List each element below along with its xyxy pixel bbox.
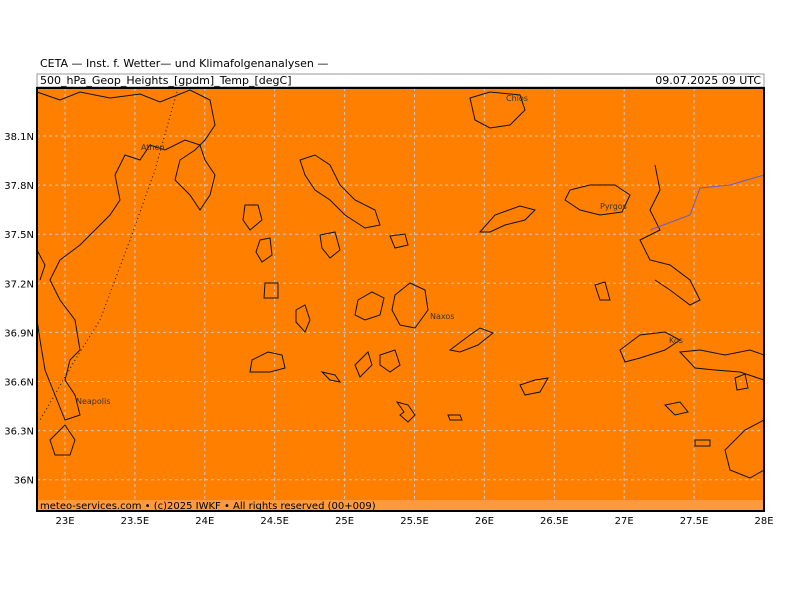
lat-label: 37.8N bbox=[4, 181, 34, 192]
timestamp: 09.07.2025 09 UTC bbox=[655, 74, 761, 87]
map-frame bbox=[36, 87, 765, 512]
graticule bbox=[37, 88, 765, 511]
lon-label: 26E bbox=[475, 516, 494, 527]
lat-label: 38.1N bbox=[4, 132, 34, 143]
place-label: Kos bbox=[669, 336, 683, 345]
lon-label: 23.5E bbox=[121, 516, 150, 527]
place-label: Naxos bbox=[430, 312, 454, 321]
source-line: CETA — Inst. f. Wetter— und Klimafolgena… bbox=[40, 57, 328, 70]
place-label: Pyrgos bbox=[600, 202, 627, 211]
map-title: 500_hPa_Geop_Heights_[gpdm]_Temp_[degC] bbox=[40, 74, 292, 87]
lat-label: 37.5N bbox=[4, 230, 34, 241]
lat-label: 36.3N bbox=[4, 427, 34, 438]
lat-label: 36N bbox=[14, 476, 34, 487]
lat-label: 36.6N bbox=[4, 378, 34, 389]
footer-text: meteo-services.com • (c)2025 IWKF • All … bbox=[40, 501, 376, 512]
lon-label: 24E bbox=[195, 516, 214, 527]
lon-label: 27E bbox=[615, 516, 634, 527]
lon-label: 28E bbox=[754, 516, 773, 527]
lon-label: 23E bbox=[55, 516, 74, 527]
place-label: Athen bbox=[141, 143, 165, 152]
footer-band bbox=[37, 500, 764, 511]
lat-label: 36.9N bbox=[4, 328, 34, 339]
border-line bbox=[649, 174, 765, 231]
lon-label: 27.5E bbox=[680, 516, 709, 527]
place-label: Chios bbox=[506, 94, 528, 103]
lon-label: 26.5E bbox=[540, 516, 569, 527]
lon-label: 25.5E bbox=[400, 516, 429, 527]
place-labels: Athen Chios Pyrgos Naxos Kos Neapolis bbox=[76, 94, 683, 406]
lat-label: 37.2N bbox=[4, 279, 34, 290]
lon-label: 24.5E bbox=[260, 516, 289, 527]
lon-label: 25E bbox=[335, 516, 354, 527]
map-area bbox=[37, 88, 764, 511]
place-label: Neapolis bbox=[76, 397, 110, 406]
